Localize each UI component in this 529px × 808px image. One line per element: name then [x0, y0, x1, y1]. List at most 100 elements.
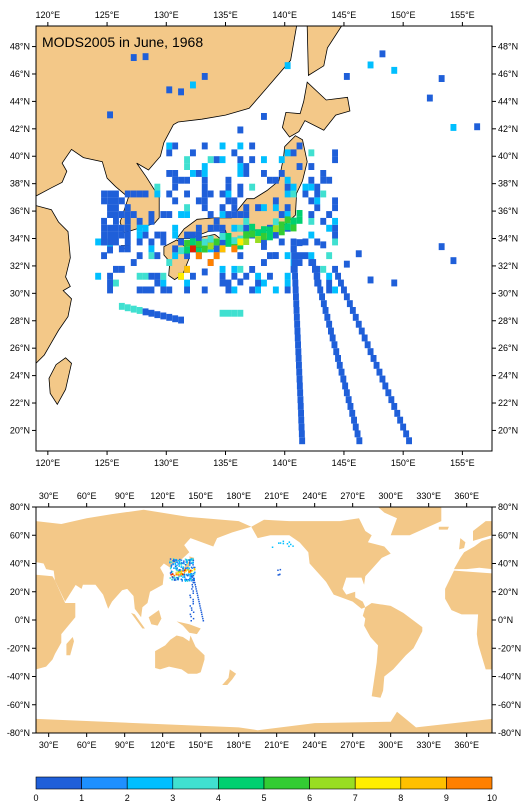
observation-cell	[118, 265, 125, 273]
observation-cell	[185, 559, 187, 562]
observation-cell	[332, 265, 338, 273]
observation-cell	[290, 224, 297, 232]
observation-cell	[298, 416, 305, 424]
observation-cell	[136, 272, 143, 280]
observation-cell	[328, 327, 334, 335]
observation-cell	[326, 286, 333, 294]
observation-cell	[136, 231, 143, 239]
observation-cell	[207, 242, 214, 250]
observation-cell	[201, 245, 208, 253]
lon-label-bottom: 30°E	[39, 740, 59, 750]
observation-cell	[331, 341, 338, 349]
observation-cell	[180, 574, 182, 576]
observation-cell	[231, 197, 238, 205]
observation-cell	[174, 577, 177, 580]
observation-cell	[207, 224, 214, 232]
observation-cell	[183, 560, 185, 562]
observation-cell	[166, 259, 173, 266]
observation-cell	[237, 183, 244, 191]
lat-label-right: -80°N	[498, 728, 521, 738]
lon-label-bottom: 120°E	[36, 458, 61, 468]
observation-cell	[107, 279, 113, 287]
observation-cell	[195, 231, 202, 239]
lat-label-right: 30°N	[498, 288, 518, 298]
observation-cell	[355, 320, 362, 328]
observation-cell	[172, 183, 179, 191]
observation-cell	[195, 170, 202, 177]
observation-cell	[343, 260, 350, 268]
observation-cell	[180, 578, 183, 581]
observation-cell	[185, 570, 187, 572]
observation-cell	[237, 265, 244, 273]
observation-cell	[293, 313, 300, 321]
observation-cell	[292, 545, 294, 547]
observation-cell	[195, 197, 202, 205]
observation-cell	[180, 566, 182, 568]
lon-label-top: 125°E	[95, 10, 120, 20]
colorbar-label: 9	[444, 793, 449, 803]
observation-cell	[118, 224, 125, 232]
lon-label-top: 360°E	[454, 491, 479, 501]
lon-label-top: 210°E	[264, 491, 289, 501]
lat-label-right: 24°N	[498, 371, 518, 381]
observation-cell	[201, 73, 208, 80]
observation-cell	[188, 570, 191, 572]
observation-cell	[332, 204, 338, 212]
observation-cell	[255, 279, 261, 287]
observation-cell	[308, 149, 315, 157]
observation-cell	[225, 183, 232, 191]
observation-cell	[95, 272, 102, 280]
observation-cell	[213, 245, 220, 253]
observation-cell	[326, 211, 333, 218]
observation-cell	[192, 598, 194, 601]
observation-cell	[178, 563, 181, 566]
observation-cell	[107, 211, 113, 218]
europe-west-land	[454, 538, 492, 570]
observation-cell	[192, 611, 195, 613]
observation-cell	[347, 403, 354, 410]
observation-cell	[193, 579, 195, 582]
observation-cell	[169, 561, 171, 564]
observation-cell	[267, 233, 273, 241]
observation-cell	[124, 190, 131, 198]
observation-cell	[177, 577, 179, 579]
observation-cell	[186, 561, 188, 564]
observation-cell	[180, 572, 183, 574]
observation-cell	[231, 149, 238, 157]
observation-cell	[189, 594, 191, 597]
colorbar-label: 7	[353, 793, 358, 803]
observation-cell	[322, 307, 329, 314]
observation-cell	[261, 226, 267, 234]
colorbar-label: 3	[170, 793, 175, 803]
observation-cell	[284, 286, 291, 294]
observation-cell	[172, 252, 179, 260]
observation-cell	[107, 272, 113, 280]
observation-cell	[388, 396, 395, 404]
observation-cell	[213, 156, 220, 164]
observation-cell	[160, 211, 167, 218]
observation-cell	[272, 286, 279, 294]
observation-cell	[176, 561, 178, 563]
observation-cell	[277, 569, 279, 571]
observation-cell	[177, 563, 180, 565]
lat-label-right: 20°N	[498, 425, 518, 435]
observation-cell	[225, 190, 232, 198]
observation-cell	[170, 561, 173, 563]
observation-cell	[172, 560, 174, 562]
colorbar-swatch	[126, 776, 174, 790]
observation-cell	[173, 578, 176, 580]
observation-cell	[354, 430, 361, 438]
observation-cell	[299, 437, 306, 445]
observation-cell	[184, 156, 190, 164]
observation-cell	[107, 111, 113, 119]
observation-cell	[261, 233, 267, 240]
observation-cell	[284, 252, 291, 260]
lon-label-top: 300°E	[378, 491, 403, 501]
lat-label-right: 40°N	[498, 559, 518, 569]
madagascar-land	[66, 637, 74, 656]
observation-cell	[188, 571, 190, 574]
observation-cell	[474, 123, 481, 131]
observation-cell	[343, 293, 350, 301]
lon-label-top: 130°E	[154, 10, 179, 20]
observation-cell	[195, 224, 202, 232]
